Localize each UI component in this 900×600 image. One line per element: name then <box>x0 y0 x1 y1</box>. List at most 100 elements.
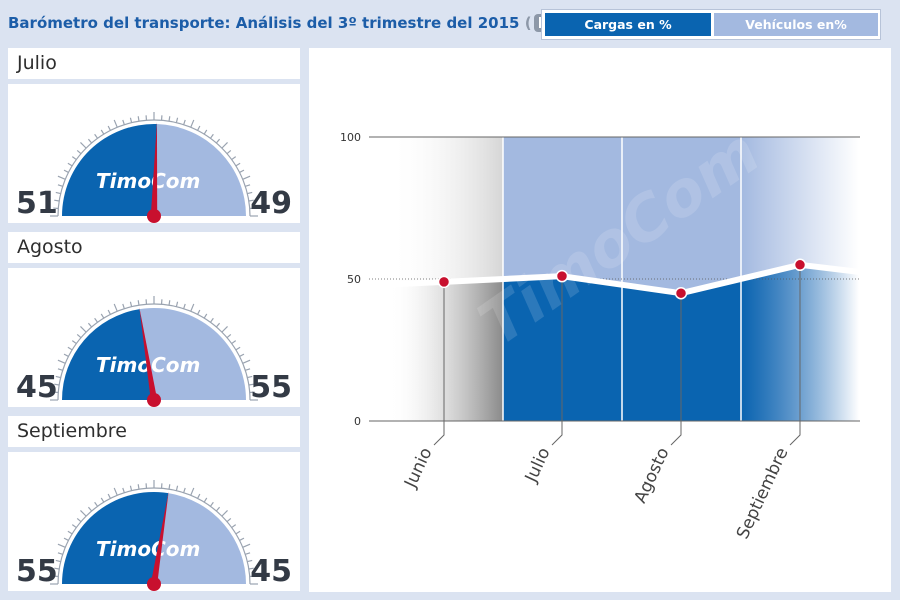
gauge-tick <box>190 119 195 128</box>
gauge-rim <box>57 303 251 401</box>
gauge-left-value: 55 <box>16 554 58 589</box>
gauge-tick <box>113 487 118 496</box>
gauge-tick <box>203 313 208 319</box>
gauge-tick <box>57 175 66 180</box>
gauge-tick <box>247 375 253 379</box>
gauge-tick <box>94 317 99 323</box>
chart-panel: TimoCom 0 50 100 Junio Julio Agosto Septiembre <box>309 48 891 592</box>
x-tick-label: Agosto <box>631 445 674 507</box>
gauge-tick <box>122 303 125 309</box>
point-leader-line <box>551 276 563 446</box>
gauge-tick <box>197 125 201 131</box>
gauge-tick <box>57 543 66 548</box>
gauge-tick <box>54 199 60 202</box>
gauge-needle <box>150 491 169 585</box>
gauge-tick <box>209 317 214 323</box>
gauge-tick <box>107 493 111 499</box>
tab-vehiculos[interactable]: Vehículos en% <box>714 13 878 36</box>
timocom-logo: TimoCom <box>96 537 200 561</box>
gauge-tick <box>248 199 254 202</box>
gauge-tick <box>215 506 221 512</box>
gauge-panel: TimoCom4555 <box>8 268 300 407</box>
gauge-tick <box>67 530 73 535</box>
gauge-tick <box>122 119 125 125</box>
gauge-right-value: 49 <box>250 186 292 221</box>
gauge-tick <box>248 567 254 570</box>
gauge-hub <box>147 393 161 407</box>
gauge-tick <box>71 156 77 161</box>
gauge-tick <box>235 530 241 535</box>
gauge-tick <box>235 346 241 351</box>
gauge-tick <box>175 485 179 491</box>
gauge-left-sector <box>62 309 154 400</box>
gauge: TimoCom 55 45 <box>16 480 292 591</box>
gauge-tick <box>55 375 61 379</box>
gauge-tick <box>94 133 99 139</box>
series-line <box>388 261 860 297</box>
gauge-month-label: Julio <box>8 48 300 79</box>
gauge-needle <box>150 122 158 217</box>
gauge-tick <box>57 359 66 364</box>
x-tick-label: Julio <box>521 445 555 487</box>
gauge-left-value: 51 <box>16 186 58 221</box>
gauge-tick <box>231 340 237 345</box>
gauge-tick <box>63 537 69 541</box>
gauge-tick <box>190 303 195 312</box>
gauge-tick <box>242 359 251 364</box>
gauge-tick <box>226 517 232 523</box>
page-title: Barómetro del transporte: Análisis del 3… <box>8 14 614 32</box>
gauge-left-value: 45 <box>16 370 58 405</box>
gauge-tick <box>76 517 82 523</box>
gauge-right-sector <box>154 493 246 584</box>
gauge-month-label: Agosto <box>8 232 300 263</box>
gauge-month-label: Septiembre <box>8 416 300 447</box>
gauge-rim <box>57 487 251 585</box>
gauge-tick <box>221 510 228 517</box>
gauge-tick <box>231 524 237 529</box>
gauge-hub <box>147 577 161 591</box>
series-area <box>389 279 503 421</box>
gauge-left-sector <box>62 124 157 216</box>
gauge-tick <box>221 326 228 333</box>
gauge-tick <box>175 117 179 123</box>
gauge-panel: TimoCom 55 45 <box>8 452 300 591</box>
tab-cargas[interactable]: Cargas en % <box>545 13 711 36</box>
gauge: TimoCom4555 <box>16 296 292 407</box>
gauge-tick <box>67 346 73 351</box>
gauge-tick <box>76 149 82 155</box>
data-point <box>674 286 688 300</box>
x-tick-label: Septiembre <box>733 445 793 543</box>
gauge-tick <box>107 309 111 315</box>
point-leader-line <box>670 293 682 446</box>
gauge-tick <box>245 184 251 187</box>
gauge-tick <box>239 537 245 541</box>
gauge-tick <box>197 309 201 315</box>
gauge-tick <box>129 117 133 123</box>
gauge-tick <box>113 119 118 128</box>
gauge-tick <box>239 169 245 173</box>
y-tick-label: 0 <box>354 415 361 428</box>
gauge-tick <box>215 138 221 144</box>
gauge-tick <box>203 129 208 135</box>
gauge-tick <box>129 301 133 307</box>
point-leader-line <box>789 264 801 446</box>
gauge-tick <box>245 368 251 371</box>
gauge-tick <box>247 191 253 195</box>
gauge-tick <box>67 162 73 167</box>
gauge-tick <box>122 487 125 493</box>
gauge-tick <box>55 191 61 195</box>
gauge-tick <box>100 129 105 135</box>
gauge-tick <box>221 142 228 149</box>
gauge-tick <box>54 383 60 386</box>
gauge-tick <box>183 119 186 125</box>
gauge-tick <box>239 353 245 357</box>
gauge-tick <box>129 485 133 491</box>
y-tick-label: 50 <box>347 273 361 286</box>
route-paren-open: ( <box>524 14 532 32</box>
gauge-tick <box>137 116 140 122</box>
gauge-tick <box>168 300 171 306</box>
gauge-right-value: 45 <box>250 554 292 589</box>
gauge-hub <box>147 209 161 223</box>
gauge-tick <box>80 326 87 333</box>
